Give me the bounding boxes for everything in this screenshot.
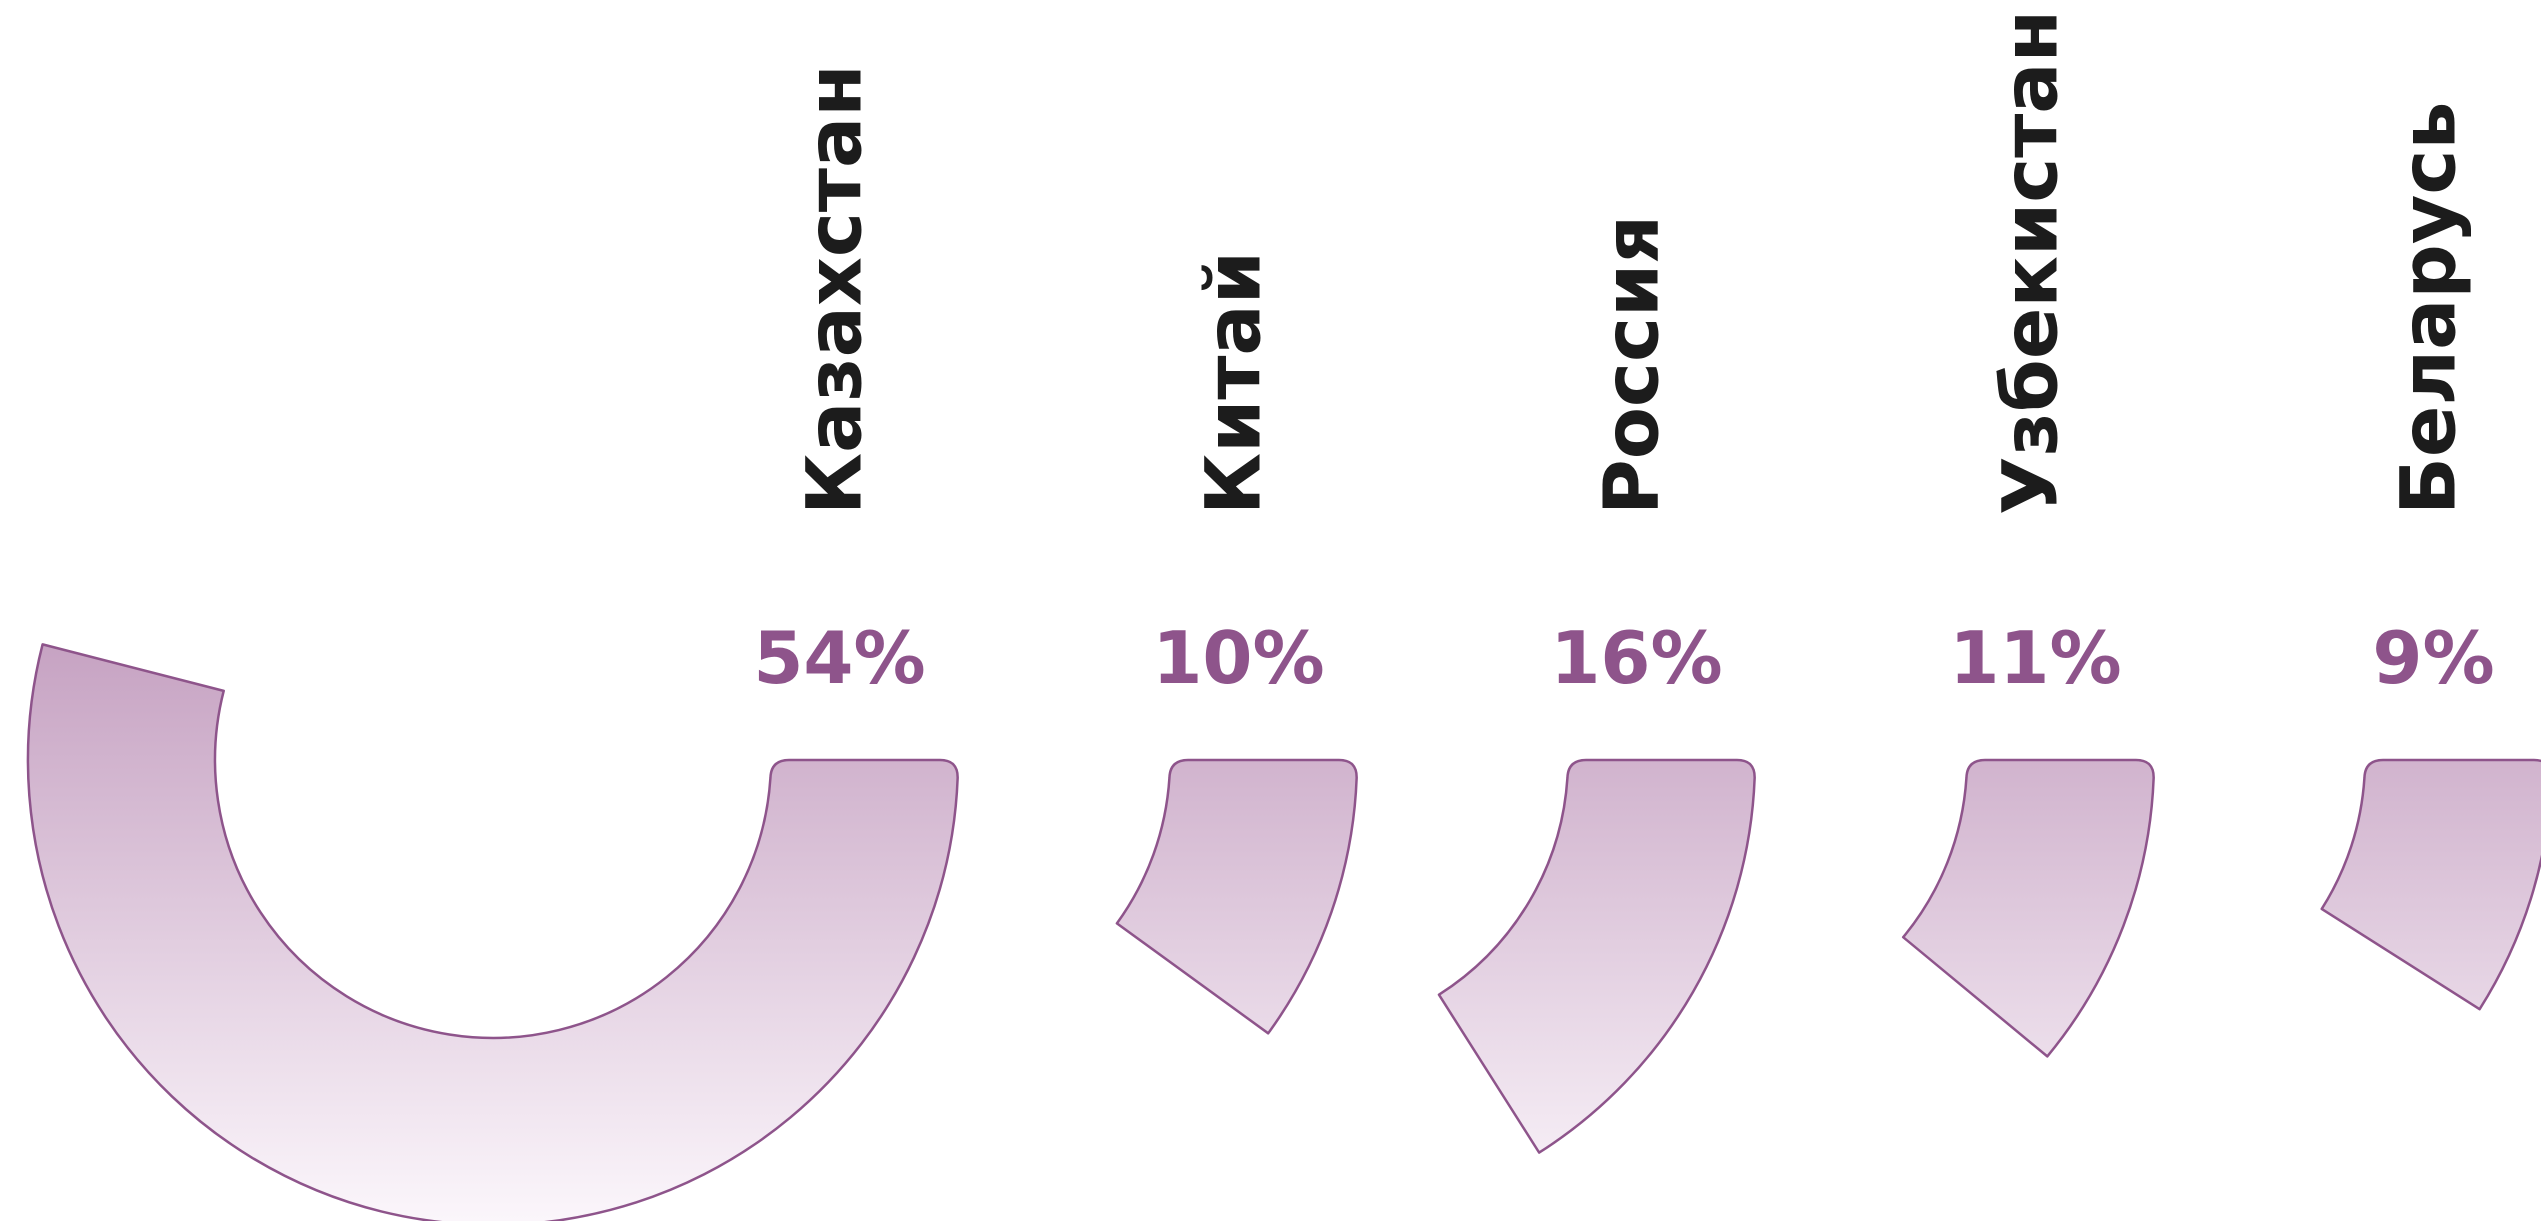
country-label: Казахстан: [790, 64, 879, 515]
arc-segments: [26, 643, 2541, 1221]
arc-segment-1: [26, 643, 959, 1221]
percent-label: 11%: [1949, 616, 2121, 700]
percent-label: 9%: [2372, 616, 2494, 700]
country-label: Узбекистан: [1986, 10, 2075, 515]
country-label: Беларусь: [2384, 102, 2473, 515]
country-label: Россия: [1587, 215, 1676, 515]
labels: Казахстан 54% Китай 10% Россия 16% Узбекистан 1…: [753, 10, 2494, 700]
arc-segment-4: [1901, 758, 2155, 1058]
arc-segment-3: [1437, 758, 1756, 1154]
percent-label: 10%: [1152, 616, 1324, 700]
percent-label: 54%: [753, 616, 925, 700]
arc-segment-2: [1115, 758, 1358, 1035]
arc-segment-5: [2320, 758, 2541, 1011]
country-label: Китай: [1189, 251, 1278, 515]
percent-label: 16%: [1550, 616, 1722, 700]
